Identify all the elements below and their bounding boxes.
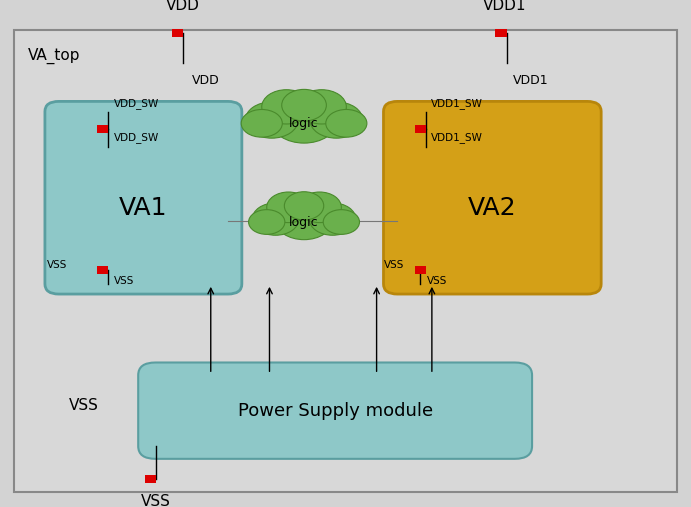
Text: logic: logic — [290, 117, 319, 130]
Ellipse shape — [310, 102, 363, 138]
Ellipse shape — [262, 90, 311, 124]
Bar — [172, 29, 183, 37]
Text: Power Supply module: Power Supply module — [238, 402, 433, 420]
Ellipse shape — [298, 192, 341, 223]
Text: VDD1_SW: VDD1_SW — [430, 132, 482, 143]
Text: VA1: VA1 — [119, 196, 168, 220]
FancyBboxPatch shape — [14, 30, 677, 492]
Ellipse shape — [241, 110, 283, 137]
Text: VDD_SW: VDD_SW — [114, 132, 159, 143]
Text: VSS: VSS — [47, 260, 67, 270]
Ellipse shape — [297, 90, 346, 124]
Ellipse shape — [309, 203, 356, 235]
Ellipse shape — [249, 210, 285, 234]
Bar — [415, 266, 426, 274]
FancyBboxPatch shape — [45, 101, 242, 294]
Ellipse shape — [252, 203, 299, 235]
Text: VDD: VDD — [192, 74, 220, 87]
Text: VDD1: VDD1 — [513, 74, 549, 87]
Text: VDD1_SW: VDD1_SW — [430, 98, 482, 109]
Ellipse shape — [276, 201, 332, 240]
FancyBboxPatch shape — [384, 101, 601, 294]
Bar — [495, 29, 507, 37]
Ellipse shape — [323, 210, 359, 234]
Bar — [97, 125, 108, 133]
Bar — [415, 125, 426, 133]
Text: VDD1: VDD1 — [483, 0, 526, 13]
FancyBboxPatch shape — [138, 363, 532, 459]
Text: logic: logic — [290, 215, 319, 229]
Text: VDD: VDD — [166, 0, 200, 13]
Ellipse shape — [285, 192, 323, 220]
Bar — [97, 266, 108, 274]
Ellipse shape — [325, 110, 367, 137]
Ellipse shape — [245, 102, 298, 138]
Text: VSS: VSS — [140, 494, 171, 507]
Text: VSS: VSS — [114, 276, 134, 286]
Text: VA_top: VA_top — [28, 48, 80, 64]
Text: VSS: VSS — [384, 260, 404, 270]
Bar — [145, 475, 156, 483]
Text: VSS: VSS — [69, 398, 99, 413]
Ellipse shape — [267, 192, 310, 223]
Ellipse shape — [272, 100, 337, 143]
Text: VSS: VSS — [427, 276, 447, 286]
Text: VA2: VA2 — [468, 196, 517, 220]
Ellipse shape — [282, 89, 326, 121]
Text: VDD_SW: VDD_SW — [114, 98, 159, 109]
